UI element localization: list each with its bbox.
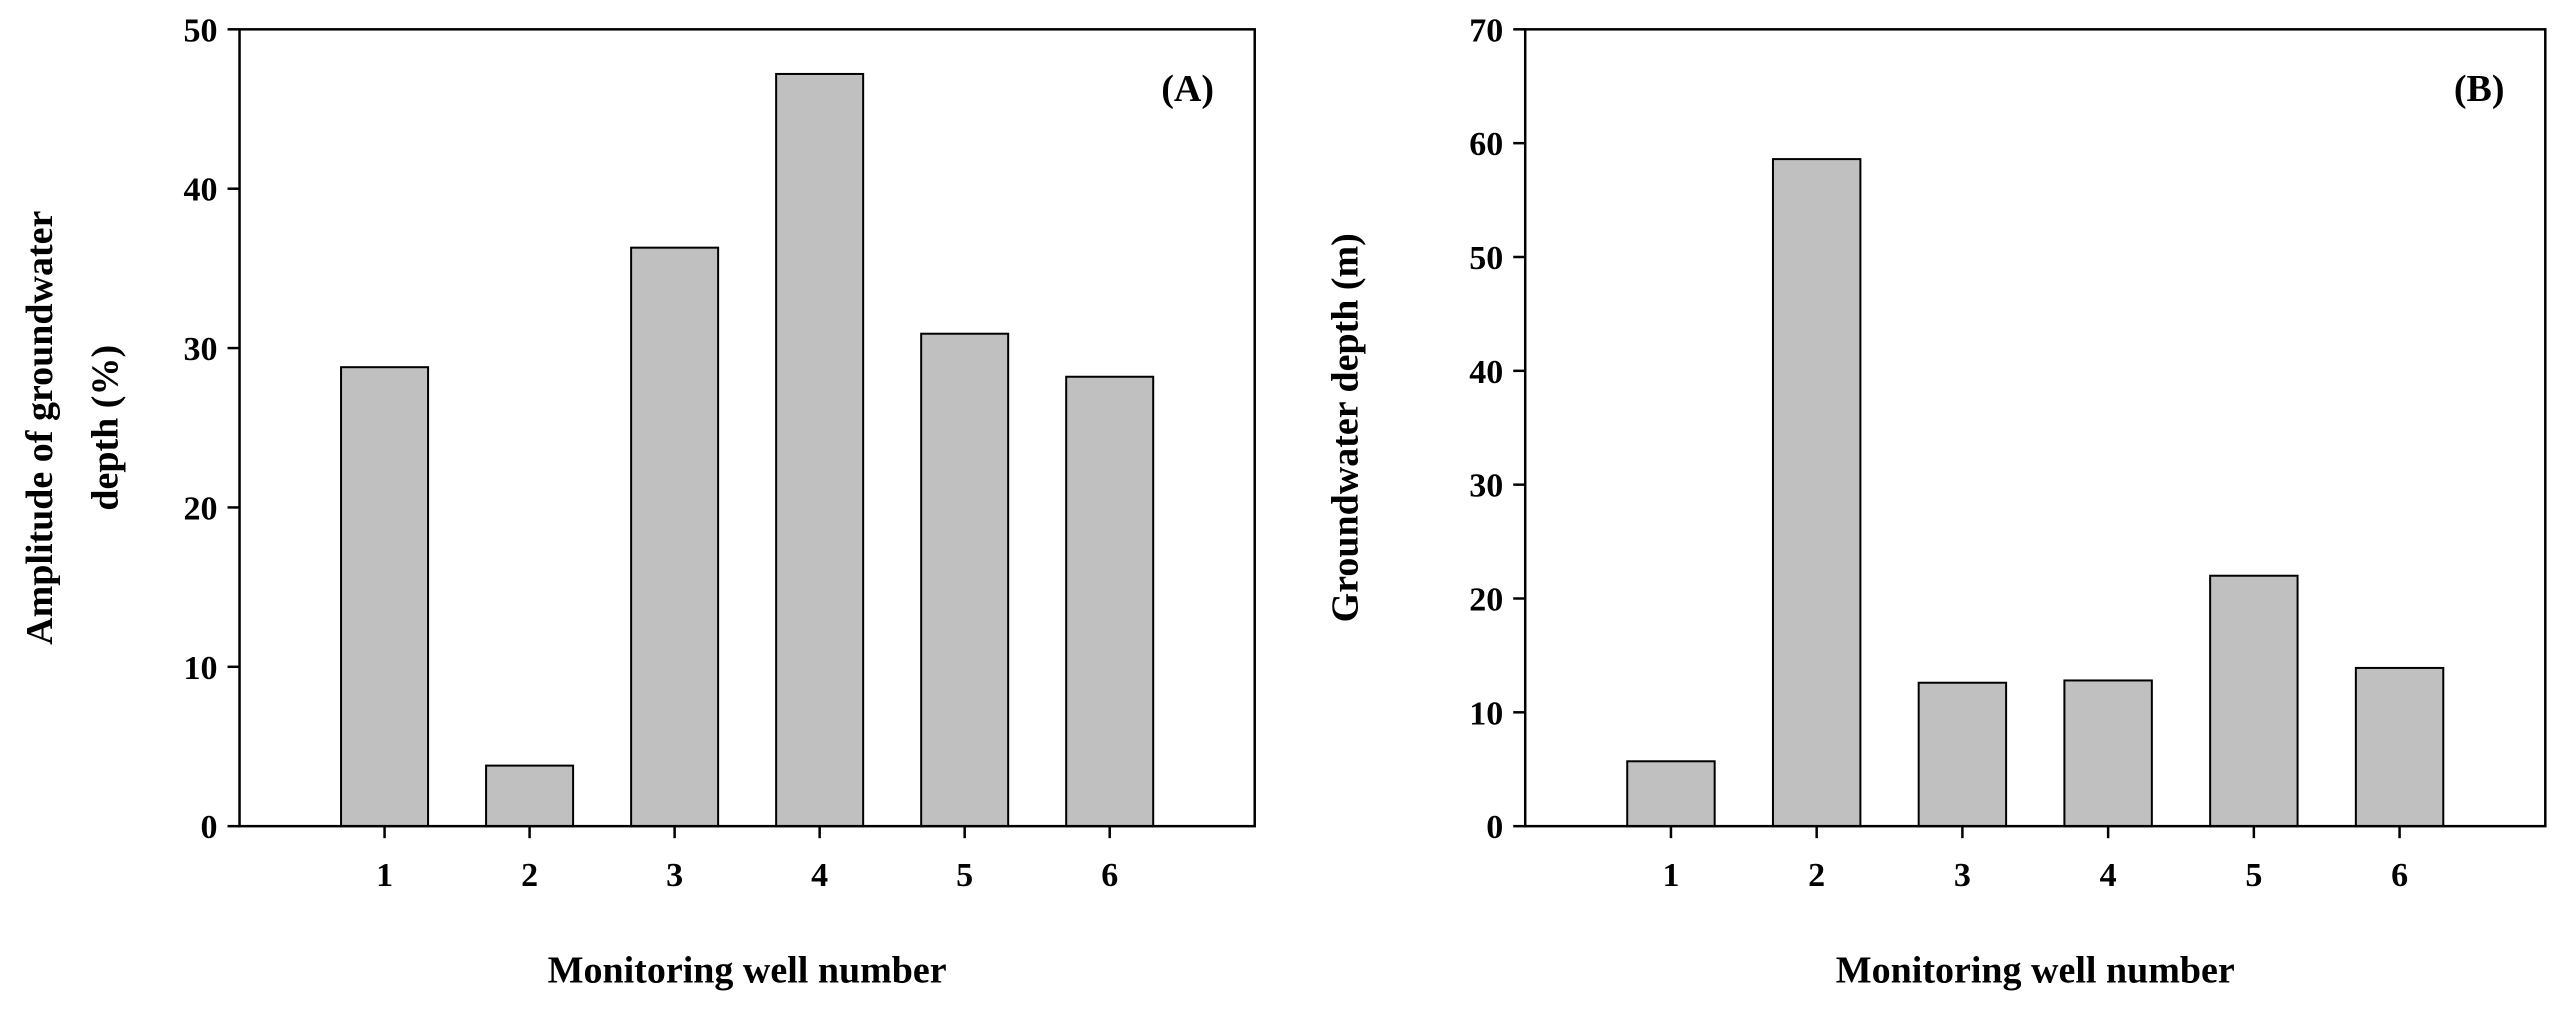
panel-label: (B) (2454, 68, 2505, 110)
x-tick-label: 3 (1954, 857, 1971, 894)
x-tick-label: 5 (956, 857, 973, 894)
plot-frame (1523, 28, 2547, 828)
y-tick-label: 70 (1469, 12, 1503, 49)
y-tick-label: 60 (1469, 126, 1503, 163)
x-tick-label: 4 (811, 857, 828, 894)
bar-well-6 (2354, 666, 2445, 828)
x-axis-title: Monitoring well number (1836, 950, 2235, 992)
bar-well-3 (1917, 681, 2008, 828)
bar-well-5 (2209, 574, 2299, 828)
plot-frame (238, 28, 1256, 828)
y-tick-label: 20 (184, 490, 218, 527)
x-tick-label: 1 (376, 857, 393, 894)
y-tick-label: 40 (184, 172, 218, 209)
y-axis-title: Amplitude of groundwater (19, 211, 61, 645)
y-tick-label: 50 (184, 12, 218, 49)
chart-panel-a: 1 2 3 4 5 6 0 10 20 30 40 50 (A) Monitoring well numb… (19, 12, 1256, 992)
x-tick-label: 6 (1101, 857, 1118, 894)
x-tick-label: 4 (2100, 857, 2117, 894)
panel-label: (A) (1161, 68, 1214, 110)
y-axis-title: Groundwater depth (m) (1324, 233, 1366, 622)
y-tick-label: 30 (184, 331, 218, 368)
x-tick-label: 2 (521, 857, 538, 894)
bar-well-2 (1771, 158, 1862, 828)
bar-well-4 (2063, 679, 2153, 828)
y-tick-label: 0 (201, 809, 218, 846)
bar-well-1 (1626, 760, 1716, 828)
y-tick-label: 20 (1469, 581, 1503, 618)
x-tick-label: 3 (666, 857, 683, 894)
y-tick-label: 30 (1469, 468, 1503, 505)
bar-well-2 (485, 764, 575, 828)
x-tick-label: 6 (2391, 857, 2408, 894)
x-tick-label: 2 (1808, 857, 1825, 894)
y-tick-label: 0 (1486, 809, 1503, 846)
y-tick-label: 10 (184, 650, 218, 687)
bar-well-3 (630, 246, 720, 828)
bar-well-1 (340, 366, 430, 828)
bar-well-4 (775, 72, 865, 828)
x-axis-title: Monitoring well number (548, 950, 947, 992)
y-tick-label: 50 (1469, 240, 1503, 277)
x-tick-label: 5 (2245, 857, 2262, 894)
y-tick-label: 10 (1469, 695, 1503, 732)
bar-well-6 (1065, 375, 1155, 828)
x-tick-label: 1 (1662, 857, 1679, 894)
bar-well-5 (920, 332, 1010, 828)
y-axis-title: depth (%) (84, 345, 126, 511)
y-tick-label: 40 (1469, 354, 1503, 391)
